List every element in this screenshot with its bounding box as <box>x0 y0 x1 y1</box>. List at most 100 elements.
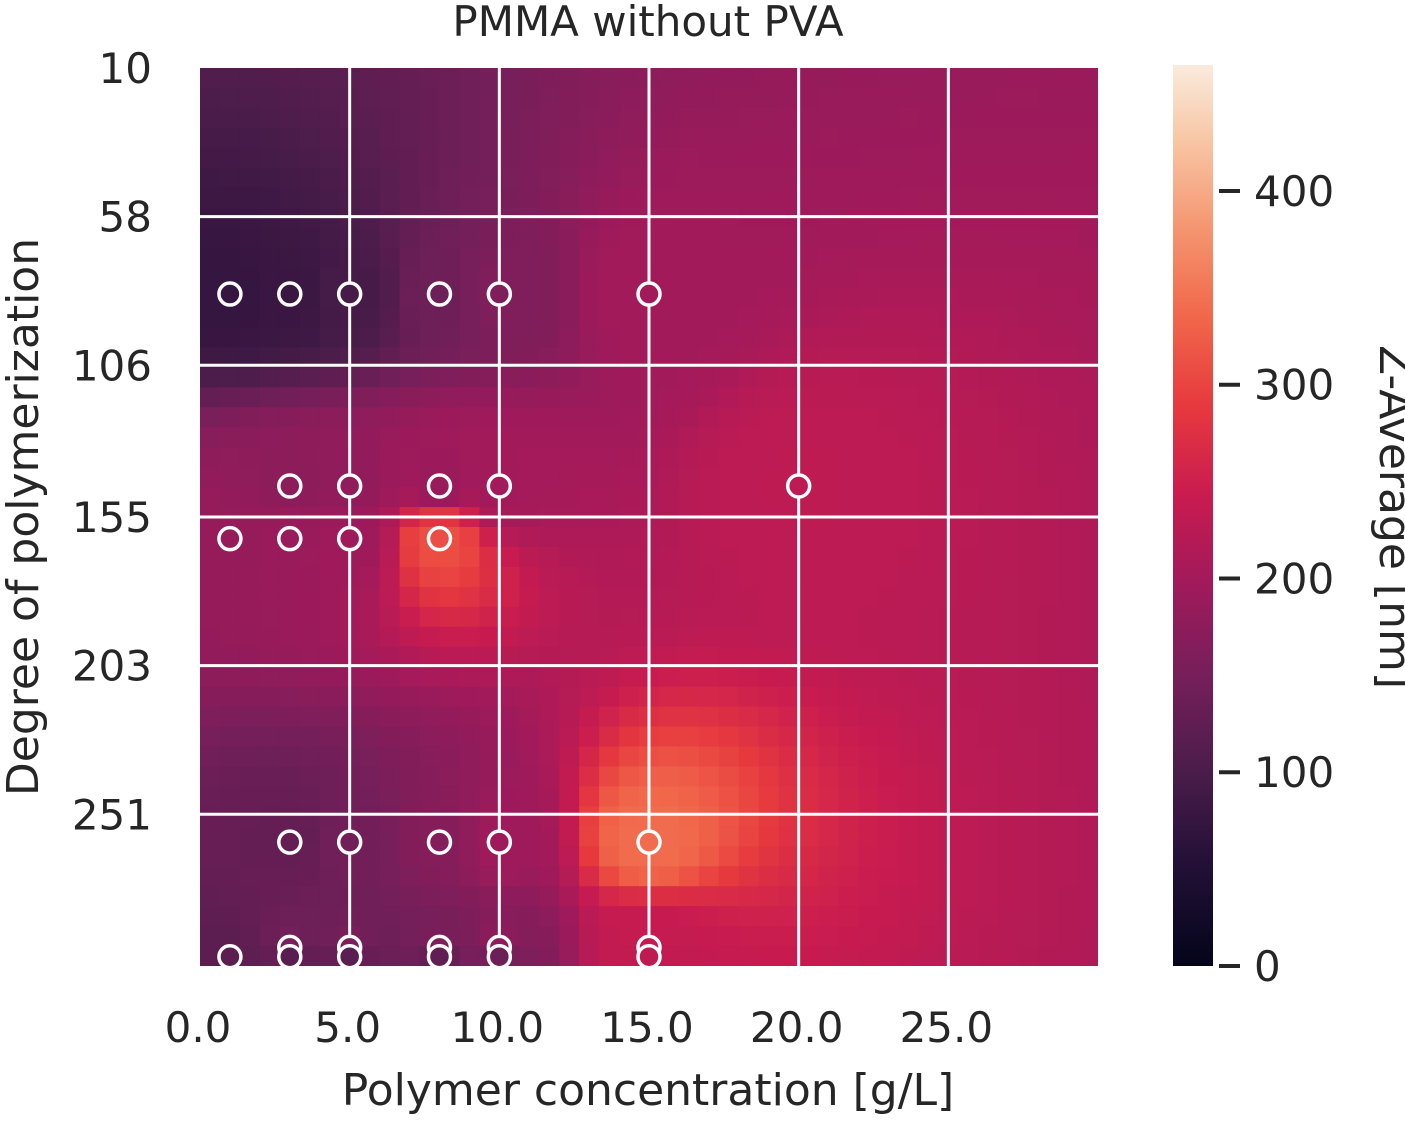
heatmap-cell <box>579 487 600 508</box>
heatmap-cell <box>898 866 919 887</box>
heatmap-cell <box>239 706 261 728</box>
heatmap-cell <box>619 686 640 708</box>
heatmap-cell <box>818 107 840 129</box>
heatmap-cell <box>539 467 560 488</box>
heatmap-cell <box>519 147 540 169</box>
heatmap-cell <box>838 646 860 668</box>
heatmap-cell <box>439 766 461 787</box>
heatmap-cell <box>579 147 600 169</box>
heatmap-cell <box>499 706 520 728</box>
heatmap-cell <box>359 367 381 388</box>
heatmap-cell <box>778 906 800 927</box>
heatmap-cell <box>1078 327 1098 348</box>
heatmap-cell <box>898 706 919 728</box>
heatmap-cell <box>658 467 680 488</box>
heatmap-cell <box>858 147 880 169</box>
heatmap-cell <box>858 387 880 408</box>
heatmap-cell <box>738 367 760 388</box>
heatmap-cell <box>419 68 441 89</box>
heatmap-cell <box>319 347 341 368</box>
heatmap-cell <box>678 247 700 269</box>
heatmap-cell <box>878 666 900 688</box>
heatmap-cell <box>299 227 321 249</box>
heatmap-cell <box>579 247 600 269</box>
heatmap-cell <box>778 626 800 648</box>
heatmap-cell <box>519 467 540 488</box>
heatmap-cell <box>678 586 700 608</box>
heatmap-cell <box>878 926 900 947</box>
heatmap-cell <box>898 487 919 508</box>
heatmap-cell <box>399 846 421 867</box>
heatmap-cell <box>1018 726 1039 748</box>
heatmap-cell <box>1078 467 1098 488</box>
heatmap-cell <box>200 866 221 887</box>
heatmap-cell <box>678 467 700 488</box>
heatmap-cell <box>539 68 560 89</box>
heatmap-cell <box>1058 127 1079 149</box>
heatmap-cell <box>958 187 979 209</box>
heatmap-cell <box>658 646 680 668</box>
heatmap-cell <box>878 886 900 907</box>
heatmap-cell <box>978 147 999 169</box>
heatmap-cell <box>579 786 600 807</box>
heatmap-cell <box>519 626 540 648</box>
heatmap-cell <box>878 447 900 468</box>
heatmap-cell <box>698 307 720 329</box>
heatmap-cell <box>1018 327 1039 348</box>
heatmap-cell <box>279 107 301 129</box>
data-point <box>486 829 513 855</box>
heatmap-cell <box>718 826 740 847</box>
heatmap-cell <box>579 686 600 708</box>
heatmap-cell <box>379 467 401 488</box>
heatmap-cell <box>239 846 261 867</box>
heatmap-cell <box>978 387 999 408</box>
heatmap-cell <box>1018 926 1039 947</box>
heatmap-cell <box>678 726 700 748</box>
heatmap-cell <box>678 387 700 408</box>
heatmap-cell <box>658 666 680 688</box>
heatmap-cell <box>838 68 860 89</box>
heatmap-cell <box>838 307 860 329</box>
heatmap-cell <box>519 886 540 907</box>
heatmap-cell <box>559 746 580 768</box>
heatmap-cell <box>658 786 680 807</box>
heatmap-cell <box>279 746 301 768</box>
data-point <box>277 525 303 552</box>
heatmap-cell <box>918 407 939 428</box>
heatmap-cell <box>718 926 740 947</box>
heatmap-cell <box>459 427 480 448</box>
heatmap-cell <box>858 646 880 668</box>
heatmap-cell <box>279 766 301 787</box>
heatmap-cell <box>539 487 560 508</box>
grid-lines <box>200 68 1098 966</box>
heatmap-cell <box>539 267 560 289</box>
heatmap-cell <box>958 347 979 368</box>
heatmap-cell <box>200 786 221 807</box>
heatmap-cell <box>399 806 421 827</box>
heatmap-cell <box>619 906 640 927</box>
x-tick-label: 15.0 <box>600 1003 694 1052</box>
heatmap-cell <box>399 546 421 568</box>
heatmap-cell <box>858 287 880 309</box>
heatmap-cell <box>359 666 381 688</box>
heatmap-cell <box>619 806 640 827</box>
heatmap-cell <box>718 566 740 588</box>
heatmap-cell <box>439 87 461 109</box>
y-tick-label: 155 <box>72 493 152 542</box>
heatmap-cell <box>718 247 740 269</box>
heatmap-cell <box>698 487 720 508</box>
heatmap-cell <box>738 606 760 628</box>
heatmap-cell <box>599 347 620 368</box>
heatmap-cell <box>818 686 840 708</box>
heatmap-cell <box>539 766 560 787</box>
heatmap-cell <box>519 566 540 588</box>
heatmap-cell <box>778 87 800 109</box>
heatmap-cell <box>698 706 720 728</box>
heatmap-cell <box>559 467 580 488</box>
heatmap-cell <box>519 686 540 708</box>
heatmap-cell <box>718 467 740 488</box>
heatmap-cell <box>499 886 520 907</box>
heatmap-cell <box>958 906 979 927</box>
heatmap-cell <box>718 87 740 109</box>
heatmap-cell <box>619 267 640 289</box>
